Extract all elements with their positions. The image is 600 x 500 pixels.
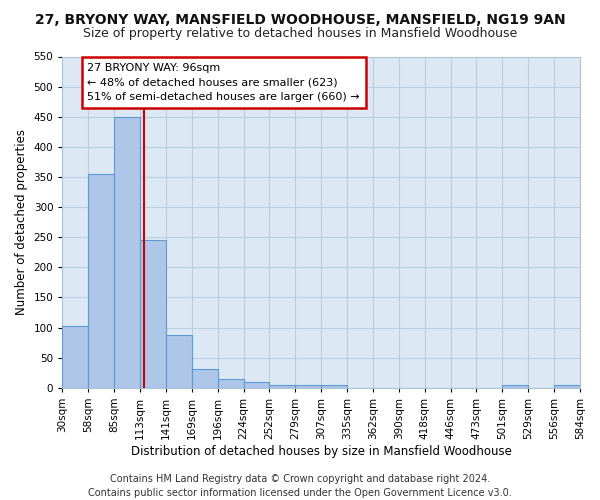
X-axis label: Distribution of detached houses by size in Mansfield Woodhouse: Distribution of detached houses by size … xyxy=(131,444,512,458)
Y-axis label: Number of detached properties: Number of detached properties xyxy=(15,129,28,315)
Bar xyxy=(295,385,321,388)
Bar xyxy=(88,174,114,388)
Bar xyxy=(554,385,580,388)
Bar xyxy=(166,335,192,388)
Bar xyxy=(114,118,140,388)
Text: 27, BRYONY WAY, MANSFIELD WOODHOUSE, MANSFIELD, NG19 9AN: 27, BRYONY WAY, MANSFIELD WOODHOUSE, MAN… xyxy=(35,12,565,26)
Bar xyxy=(502,385,528,388)
Text: 27 BRYONY WAY: 96sqm
← 48% of detached houses are smaller (623)
51% of semi-deta: 27 BRYONY WAY: 96sqm ← 48% of detached h… xyxy=(88,62,360,102)
Bar xyxy=(218,379,244,388)
Bar xyxy=(140,240,166,388)
Bar xyxy=(192,369,218,388)
Bar xyxy=(269,385,295,388)
Bar xyxy=(244,382,269,388)
Bar xyxy=(321,385,347,388)
Text: Size of property relative to detached houses in Mansfield Woodhouse: Size of property relative to detached ho… xyxy=(83,28,517,40)
Text: Contains HM Land Registry data © Crown copyright and database right 2024.
Contai: Contains HM Land Registry data © Crown c… xyxy=(88,474,512,498)
Bar xyxy=(62,326,88,388)
